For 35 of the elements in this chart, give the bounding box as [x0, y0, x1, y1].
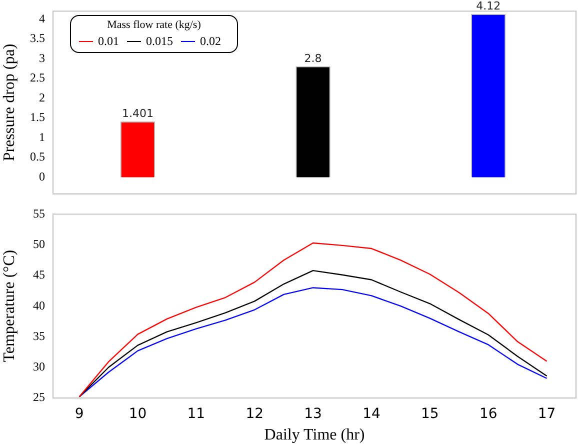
- legend-title: Mass flow rate (kg/s): [106, 19, 202, 31]
- y-tick-label: 35: [33, 328, 45, 343]
- x-tick-label: 13: [304, 406, 322, 422]
- y-tick-label: 0.5: [30, 150, 45, 164]
- y-tick-label: 45: [33, 268, 45, 282]
- y-axis-title: Pressure drop (pa): [0, 44, 18, 162]
- x-tick-label: 15: [420, 406, 439, 422]
- x-tick-label: 10: [128, 406, 147, 422]
- x-tick-label: 9: [74, 406, 84, 422]
- y-tick-label: 2: [39, 90, 45, 104]
- x-tick-label: 16: [479, 406, 498, 422]
- y-tick-label: 25: [33, 390, 45, 404]
- y-tick-label: 40: [33, 298, 45, 312]
- data-label: 2.8: [304, 52, 322, 65]
- data-label: 1.401: [122, 107, 154, 120]
- x-axis-title: Daily Time (hr): [264, 426, 365, 444]
- x-tick-label: 14: [362, 406, 380, 422]
- y-tick-label: 30: [33, 360, 45, 374]
- x-tick-label: 11: [187, 406, 206, 422]
- y-tick-label: 3.5: [30, 31, 45, 46]
- legend-label: 0.015: [146, 34, 173, 49]
- y-axis-title: Temperature (°C): [0, 250, 18, 362]
- y-tick-label: 4: [39, 11, 45, 26]
- y-tick-label: 1.5: [30, 110, 45, 124]
- y-tick-label: 2.5: [30, 70, 45, 85]
- y-tick-label: 55: [33, 206, 45, 220]
- y-tick-label: 1: [39, 130, 45, 144]
- x-tick-label: 12: [246, 406, 264, 422]
- legend-label: 0.01: [98, 34, 119, 49]
- x-tick-label: 17: [538, 406, 556, 422]
- y-tick-label: 3: [39, 50, 45, 65]
- data-label: 4.12: [476, 0, 501, 13]
- y-tick-label: 0: [39, 169, 45, 184]
- legend-label: 0.02: [200, 34, 221, 49]
- y-tick-label: 50: [33, 236, 45, 251]
